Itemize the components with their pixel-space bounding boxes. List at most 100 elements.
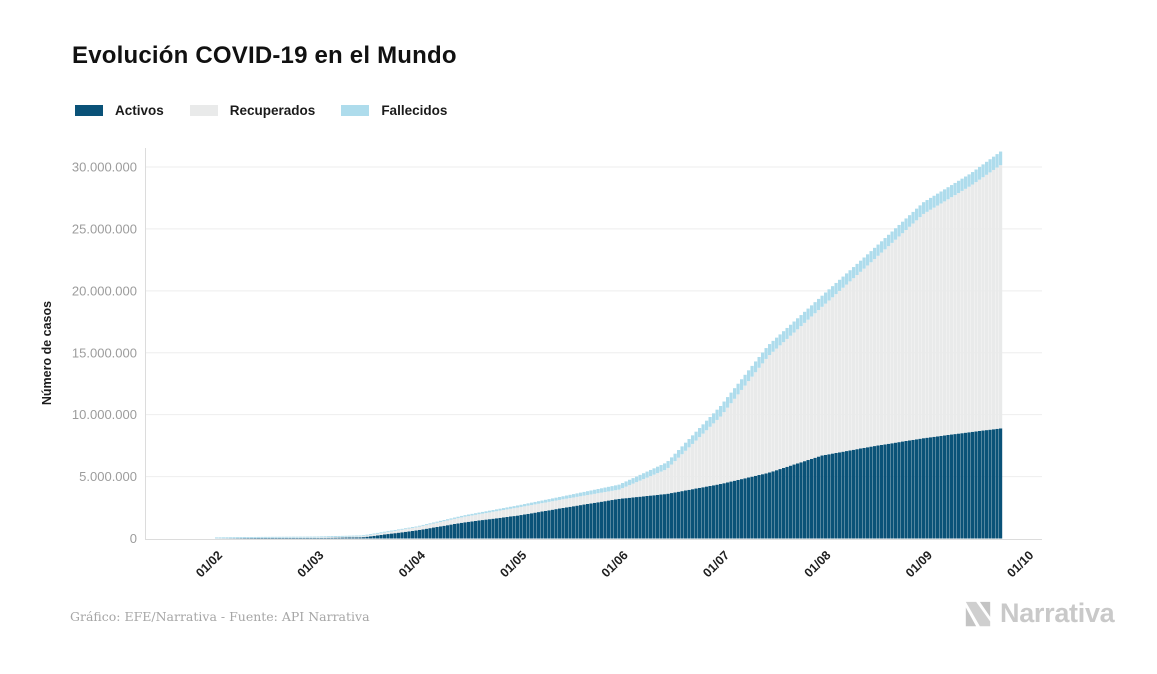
bar-recuperados (484, 513, 488, 520)
bar-fallecidos (565, 495, 569, 499)
bar-fallecidos (323, 536, 327, 538)
bar-fallecidos (330, 536, 334, 538)
bar-fallecidos (663, 463, 667, 471)
bar-recuperados (813, 313, 817, 458)
bar-activos (572, 506, 576, 539)
bar-activos (348, 537, 352, 539)
bar-fallecidos (442, 520, 446, 522)
bar-activos (407, 531, 411, 539)
bar-fallecidos (421, 524, 425, 526)
bar-recuperados (428, 524, 432, 529)
bar-fallecidos (995, 154, 999, 168)
bar-activos (883, 444, 887, 539)
bar-fallecidos (222, 537, 226, 539)
bar-activos (372, 535, 376, 539)
bar-activos (782, 467, 786, 539)
bar-fallecidos (439, 520, 443, 523)
bar-activos (393, 533, 397, 539)
bar-fallecidos (953, 182, 957, 196)
bar-fallecidos (743, 374, 747, 386)
bar-activos (813, 457, 817, 539)
bar-fallecidos (260, 536, 264, 538)
bar-activos (565, 507, 569, 539)
bar-recuperados (985, 174, 989, 431)
bar-activos (750, 476, 754, 539)
bar-fallecidos (967, 174, 971, 187)
bar-activos (943, 435, 947, 539)
bar-activos (764, 473, 768, 539)
bar-recuperados (477, 514, 481, 521)
bar-activos (950, 434, 954, 539)
bar-recuperados (320, 537, 324, 538)
bar-fallecidos (386, 531, 390, 533)
bar-activos (414, 530, 418, 539)
bar-activos (775, 470, 779, 539)
bar-activos (390, 533, 394, 539)
bar-fallecidos (715, 409, 719, 420)
bar-activos (635, 497, 639, 539)
bar-activos (645, 495, 649, 539)
bar-recuperados (666, 467, 670, 494)
bar-fallecidos (470, 513, 474, 516)
bar-activos (792, 464, 796, 539)
legend: Activos Recuperados Fallecidos (75, 103, 447, 118)
bar-recuperados (992, 169, 996, 430)
bar-recuperados (593, 493, 597, 503)
bar-activos (379, 534, 383, 539)
bar-fallecidos (313, 536, 317, 538)
bar-recuperados (523, 506, 527, 515)
bar-activos (509, 516, 513, 539)
bar-activos (285, 537, 289, 539)
bar-fallecidos (659, 465, 663, 472)
bar-activos (698, 487, 702, 539)
bar-fallecidos (649, 469, 653, 477)
bar-activos (278, 537, 282, 539)
bar-fallecidos (712, 413, 716, 424)
bar-recuperados (474, 514, 478, 521)
bar-activos (705, 486, 709, 539)
bar-fallecidos (999, 151, 1003, 166)
bar-fallecidos (428, 523, 432, 525)
bar-fallecidos (474, 513, 478, 515)
bar-activos (866, 447, 870, 539)
bar-activos (554, 509, 558, 539)
bar-activos (957, 433, 961, 539)
bar-recuperados (904, 230, 908, 441)
bar-recuperados (999, 165, 1003, 429)
bar-recuperados (817, 310, 821, 457)
bar-recuperados (778, 345, 782, 470)
bar-activos (404, 531, 408, 539)
bar-recuperados (862, 268, 866, 448)
bar-activos (960, 433, 964, 539)
bar-fallecidos (547, 499, 551, 502)
bar-activos (995, 428, 999, 539)
bar-fallecidos (764, 348, 768, 359)
bar-activos (859, 448, 863, 539)
bar-fallecidos (768, 344, 772, 355)
bar-activos (481, 520, 485, 539)
bar-activos (561, 507, 565, 539)
bar-fallecidos (358, 535, 362, 537)
bar-fallecidos (495, 509, 499, 512)
bar-fallecidos (904, 218, 908, 231)
bar-recuperados (600, 492, 604, 502)
bar-fallecidos (813, 302, 817, 314)
bar-fallecidos (873, 247, 877, 260)
bar-fallecidos (334, 536, 338, 537)
bar-activos (719, 484, 723, 539)
bar-fallecidos (785, 327, 789, 339)
bar-fallecidos (572, 494, 576, 498)
bar-recuperados (845, 284, 849, 452)
bar-fallecidos (404, 528, 408, 530)
bar-fallecidos (726, 397, 730, 408)
bar-activos (680, 491, 684, 539)
bar-recuperados (764, 358, 768, 474)
bar-recuperados (981, 177, 985, 431)
bar-activos (526, 513, 530, 539)
bar-fallecidos (435, 521, 439, 523)
bar-activos (323, 537, 327, 539)
bar-fallecidos (509, 506, 513, 509)
bar-recuperados (603, 492, 607, 502)
bar-recuperados (330, 537, 334, 538)
bar-fallecidos (281, 536, 285, 538)
